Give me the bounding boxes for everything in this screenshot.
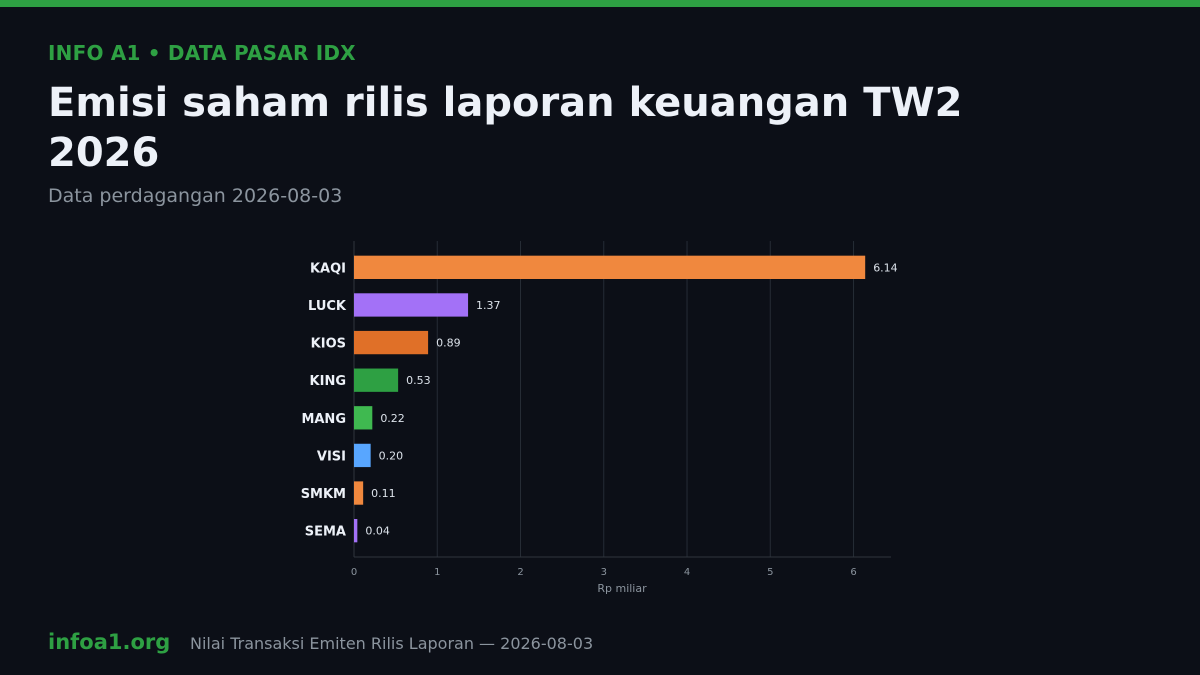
value-label: 0.53: [406, 374, 431, 387]
value-label: 0.89: [436, 337, 461, 350]
page-title: Emisi saham rilis laporan keuangan TW2 2…: [48, 80, 963, 176]
x-tick-label: 2: [517, 567, 523, 578]
bar-mang: [354, 406, 373, 430]
bar-king: [354, 368, 399, 392]
x-tick-label: 3: [601, 567, 607, 578]
page-subtitle: Data perdagangan 2026-08-03: [48, 185, 343, 207]
x-tick-label: 1: [434, 567, 440, 578]
footer-brand: infoa1.org: [48, 630, 171, 654]
category-label: SMKM: [301, 487, 346, 502]
bar-visi: [354, 443, 371, 468]
bar-luck: [354, 293, 469, 317]
value-label: 0.20: [379, 449, 404, 462]
chart-labels: 0 1 2 3 4 5 6 KAQI 6.14 LUCK 1.37 KIOS 0.89 KING 0.53 M…: [301, 261, 898, 578]
category-label: MANG: [301, 412, 346, 427]
x-axis-label: Rp miliar: [597, 582, 647, 595]
top-accent-bar: [0, 0, 1200, 7]
bar-kaqi: [354, 255, 866, 279]
chart-grid: [353, 241, 891, 558]
value-label: 1.37: [476, 299, 501, 312]
category-label: KING: [310, 374, 346, 389]
value-label: 6.14: [873, 261, 898, 274]
category-label: KIOS: [311, 337, 346, 352]
x-tick-label: 0: [351, 567, 357, 578]
chart-bars: [354, 255, 866, 543]
footer-caption: Nilai Transaksi Emiten Rilis Laporan — 2…: [190, 634, 594, 653]
x-tick-label: 5: [767, 567, 773, 578]
kicker-label: INFO A1 • DATA PASAR IDX: [48, 41, 356, 65]
x-tick-label: 4: [684, 567, 690, 578]
value-label: 0.22: [380, 412, 405, 425]
value-label: 0.04: [365, 525, 390, 538]
category-label: LUCK: [308, 299, 347, 314]
bar-kios: [354, 330, 429, 355]
x-tick-label: 6: [850, 567, 856, 578]
value-label: 0.11: [371, 487, 396, 500]
bar-sema: [354, 519, 358, 543]
category-label: KAQI: [310, 261, 346, 276]
category-label: SEMA: [305, 525, 346, 540]
bar-smkm: [354, 481, 364, 505]
category-label: VISI: [317, 449, 346, 464]
